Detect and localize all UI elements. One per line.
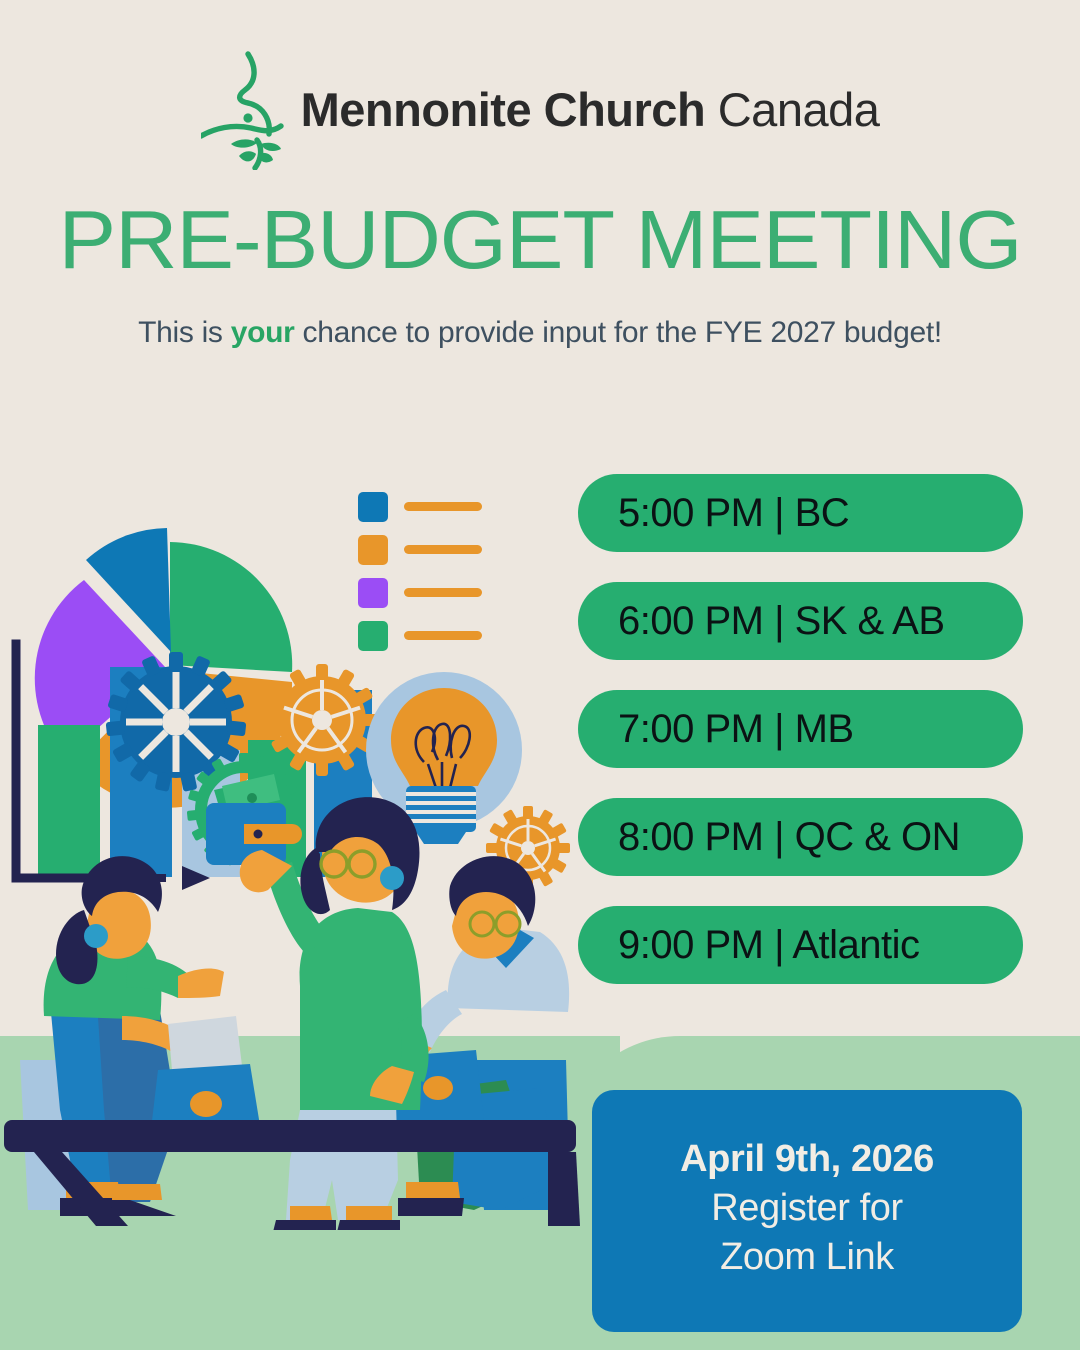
schedule-item-atlantic[interactable]: 9:00 PM | Atlantic [578,906,1023,984]
brand-logo-row: Mennonite Church Canada [0,48,1080,171]
table [4,1120,580,1226]
page-title: PRE-BUDGET MEETING [58,193,1023,286]
schedule-item-mb[interactable]: 7:00 PM | MB [578,690,1023,768]
brand-name-light: Canada [717,82,880,136]
legend-item [358,492,482,522]
event-date: April 9th, 2026 [680,1137,934,1180]
schedule-item-sk-ab[interactable]: 6:00 PM | SK & AB [578,582,1023,660]
schedule-item-bc[interactable]: 5:00 PM | BC [578,474,1023,552]
register-label-line1: Register for [711,1186,903,1229]
page-subtitle: This is your chance to provide input for… [0,315,1080,351]
legend-item [358,578,482,608]
person-standing-center [239,797,429,1230]
legend-item [358,535,482,565]
brand-name-bold: Mennonite Church [300,82,706,136]
register-cta-card[interactable]: April 9th, 2026 Register for Zoom Link [592,1090,1022,1332]
chart-legend [356,490,526,660]
subtitle-part-after: chance to provide input for the FYE 2027… [294,316,943,349]
legend-item [358,621,482,651]
wallet-money-icon [206,774,302,865]
subtitle-part-before: This is [138,316,231,349]
brand-name: Mennonite Church Canada [301,86,880,133]
laptop [120,1016,272,1150]
subtitle-emphasis: your [230,316,295,349]
team-budget-meeting-illustration [0,420,580,1230]
register-label-line2: Zoom Link [720,1235,894,1278]
lightbulb-icon [366,672,522,844]
schedule-list: 5:00 PM | BC 6:00 PM | SK & AB 7:00 PM |… [578,474,1023,1014]
dove-olive-branch-icon [197,48,287,171]
schedule-item-qc-on[interactable]: 8:00 PM | QC & ON [578,798,1023,876]
